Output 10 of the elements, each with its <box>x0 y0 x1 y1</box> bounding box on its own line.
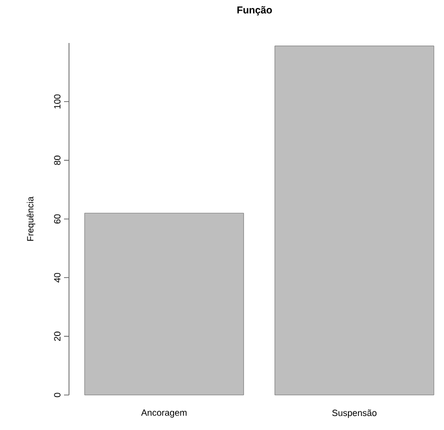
chart-title: Função <box>237 6 272 16</box>
y-tick-label: 80 <box>54 156 60 165</box>
y-tick-label: 100 <box>54 94 60 108</box>
x-tick-label: Ancoragem <box>141 410 187 418</box>
y-tick-label: 40 <box>54 272 60 282</box>
y-axis-title: Frequência <box>26 196 36 241</box>
x-tick-label: Suspensão <box>332 410 377 418</box>
y-tick-label: 60 <box>54 214 60 224</box>
y-tick-label: 20 <box>54 332 60 341</box>
y-tick-label: 0 <box>54 392 60 398</box>
